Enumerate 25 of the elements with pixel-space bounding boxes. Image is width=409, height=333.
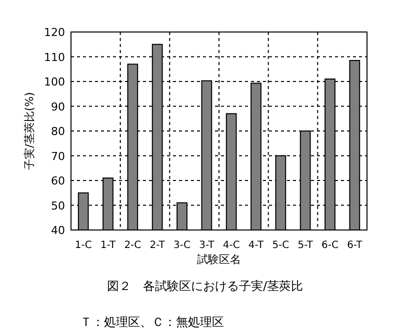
text: Ｔ：処理区、Ｃ：無処理区	[80, 315, 224, 329]
x-tick-label: 2-C	[124, 240, 142, 251]
y-tick-label: 70	[51, 150, 65, 163]
x-tick-label: 6-T	[347, 240, 364, 251]
y-tick-label: 110	[44, 50, 65, 64]
y-axis-title: 子実/茎莢比(%)	[23, 92, 36, 170]
x-tick-label: 3-C	[174, 240, 190, 251]
x-tick-label: 3-T	[199, 240, 216, 251]
text: 図２ 各試験区における子実/茎莢比	[106, 279, 304, 293]
x-tick-label: 1-T	[100, 240, 116, 251]
x-axis-title: 試験区名	[197, 253, 241, 266]
x-tick-label: 4-C	[222, 240, 240, 251]
x-tick-label: 6-C	[322, 240, 338, 251]
x-tick-label: 2-T	[150, 240, 166, 251]
y-tick-label: 40	[51, 224, 65, 237]
y-tick-label: 50	[51, 199, 65, 212]
y-tick-label: 60	[51, 174, 65, 188]
x-tick-label: 4-T	[248, 240, 264, 251]
y-tick-label: 80	[51, 125, 65, 138]
y-tick-label: 100	[44, 76, 65, 88]
y-tick-label: 90	[51, 100, 65, 114]
x-tick-label: 1-C	[74, 240, 92, 251]
y-tick-label: 120	[44, 26, 65, 39]
x-tick-label: 5-C	[272, 240, 290, 251]
x-tick-label: 5-T	[298, 240, 314, 251]
